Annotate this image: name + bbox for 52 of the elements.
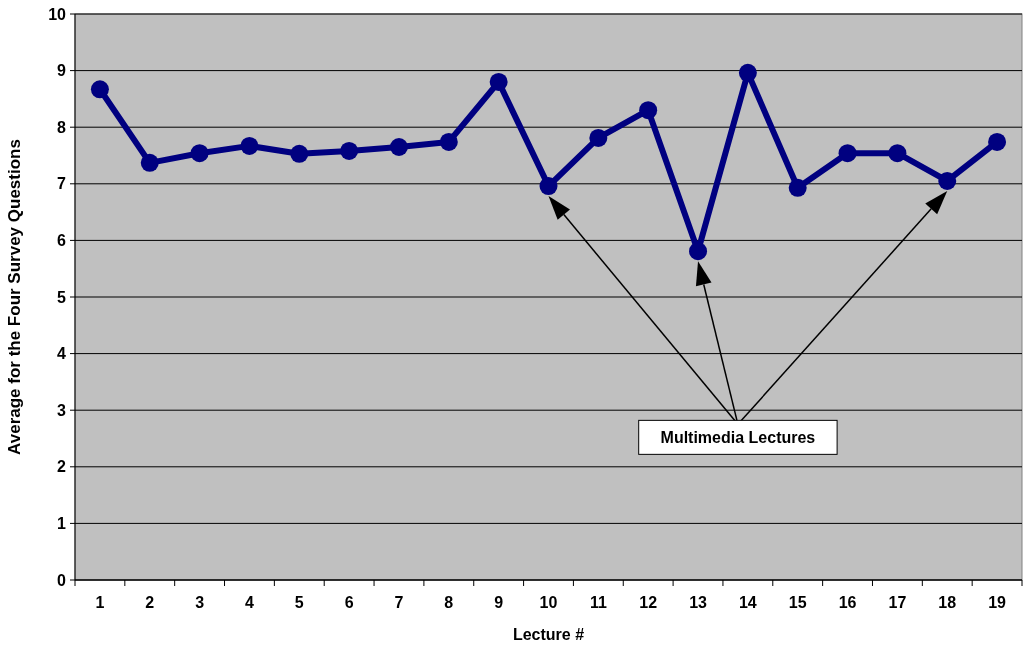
y-tick-label: 5	[57, 288, 67, 306]
point	[689, 242, 708, 261]
point	[240, 136, 259, 155]
x-tick-label: 4	[244, 594, 254, 611]
x-tick-label: 16	[838, 594, 857, 611]
x-tick-label: 13	[689, 594, 708, 611]
x-tick-label: 1	[95, 594, 105, 611]
y-tick-label: 7	[57, 175, 67, 193]
point	[738, 63, 757, 82]
point	[489, 72, 508, 91]
x-tick-label: 12	[639, 594, 658, 611]
y-tick-label: 2	[57, 458, 67, 476]
y-tick-label: 10	[48, 5, 67, 23]
x-tick-label: 7	[394, 594, 404, 611]
y-axis-title: Average for the Four Survey Questions	[5, 139, 24, 455]
x-axis-title: Lecture #	[512, 626, 585, 643]
point	[988, 132, 1007, 151]
y-tick-label: 0	[57, 571, 67, 589]
y-tick-label: 4	[57, 345, 67, 363]
point	[90, 80, 109, 99]
x-tick-label: 15	[788, 594, 807, 611]
point	[938, 171, 957, 190]
x-tick-label: 9	[494, 594, 504, 611]
x-tick-label: 10	[539, 594, 558, 611]
point	[439, 132, 458, 151]
x-tick-label: 2	[145, 594, 155, 611]
y-tick-label: 1	[57, 515, 67, 532]
x-tick-label: 18	[938, 594, 957, 611]
x-tick-label: 14	[738, 594, 757, 611]
point	[140, 153, 159, 172]
point	[838, 144, 857, 163]
annotation: Multimedia Lectures	[660, 429, 816, 447]
point	[389, 138, 408, 157]
x-tick-label: 11	[589, 594, 607, 611]
x-tick-label: 19	[988, 594, 1007, 611]
y-tick-label: 8	[57, 118, 67, 136]
x-tick-label: 8	[444, 594, 454, 611]
x-tick-label: 6	[344, 594, 354, 611]
y-tick-label: 3	[57, 401, 67, 419]
point	[539, 177, 558, 196]
x-tick-label: 3	[195, 594, 205, 611]
point	[190, 144, 209, 163]
point	[290, 144, 309, 163]
point	[340, 141, 359, 160]
point	[589, 128, 608, 147]
y-tick-label: 9	[57, 62, 67, 80]
x-tick-label: 5	[294, 594, 304, 611]
point	[888, 144, 907, 163]
x-tick-label: 17	[888, 594, 907, 611]
y-tick-label: 6	[57, 232, 67, 249]
point	[639, 101, 658, 120]
point	[788, 178, 807, 197]
